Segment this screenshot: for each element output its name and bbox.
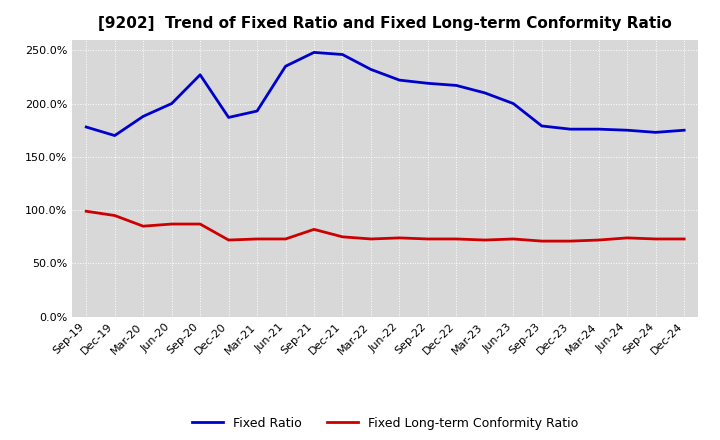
Fixed Ratio: [196, 72, 204, 77]
Fixed Long-term Conformity Ratio: [395, 235, 404, 241]
Fixed Long-term Conformity Ratio: [480, 238, 489, 243]
Fixed Long-term Conformity Ratio: [595, 238, 603, 243]
Fixed Long-term Conformity Ratio: [196, 221, 204, 227]
Fixed Long-term Conformity Ratio: [423, 236, 432, 242]
Fixed Long-term Conformity Ratio: [452, 236, 461, 242]
Fixed Long-term Conformity Ratio: [366, 236, 375, 242]
Title: [9202]  Trend of Fixed Ratio and Fixed Long-term Conformity Ratio: [9202] Trend of Fixed Ratio and Fixed Lo…: [99, 16, 672, 32]
Fixed Ratio: [623, 128, 631, 133]
Fixed Long-term Conformity Ratio: [623, 235, 631, 241]
Fixed Ratio: [595, 127, 603, 132]
Fixed Long-term Conformity Ratio: [139, 224, 148, 229]
Fixed Long-term Conformity Ratio: [110, 213, 119, 218]
Line: Fixed Long-term Conformity Ratio: Fixed Long-term Conformity Ratio: [86, 211, 684, 241]
Fixed Ratio: [509, 101, 518, 106]
Fixed Ratio: [282, 64, 290, 69]
Fixed Ratio: [338, 52, 347, 57]
Line: Fixed Ratio: Fixed Ratio: [86, 52, 684, 136]
Fixed Long-term Conformity Ratio: [282, 236, 290, 242]
Fixed Ratio: [253, 108, 261, 114]
Fixed Ratio: [566, 127, 575, 132]
Fixed Ratio: [167, 101, 176, 106]
Fixed Ratio: [110, 133, 119, 138]
Fixed Long-term Conformity Ratio: [167, 221, 176, 227]
Fixed Long-term Conformity Ratio: [82, 209, 91, 214]
Fixed Ratio: [395, 77, 404, 83]
Fixed Long-term Conformity Ratio: [253, 236, 261, 242]
Fixed Ratio: [680, 128, 688, 133]
Fixed Ratio: [537, 123, 546, 128]
Legend: Fixed Ratio, Fixed Long-term Conformity Ratio: Fixed Ratio, Fixed Long-term Conformity …: [187, 412, 583, 435]
Fixed Long-term Conformity Ratio: [338, 234, 347, 239]
Fixed Ratio: [82, 125, 91, 130]
Fixed Ratio: [366, 67, 375, 72]
Fixed Long-term Conformity Ratio: [225, 238, 233, 243]
Fixed Long-term Conformity Ratio: [680, 236, 688, 242]
Fixed Long-term Conformity Ratio: [652, 236, 660, 242]
Fixed Ratio: [423, 81, 432, 86]
Fixed Ratio: [310, 50, 318, 55]
Fixed Long-term Conformity Ratio: [310, 227, 318, 232]
Fixed Ratio: [139, 114, 148, 119]
Fixed Ratio: [225, 115, 233, 120]
Fixed Long-term Conformity Ratio: [509, 236, 518, 242]
Fixed Long-term Conformity Ratio: [566, 238, 575, 244]
Fixed Long-term Conformity Ratio: [537, 238, 546, 244]
Fixed Ratio: [452, 83, 461, 88]
Fixed Ratio: [652, 130, 660, 135]
Fixed Ratio: [480, 90, 489, 95]
